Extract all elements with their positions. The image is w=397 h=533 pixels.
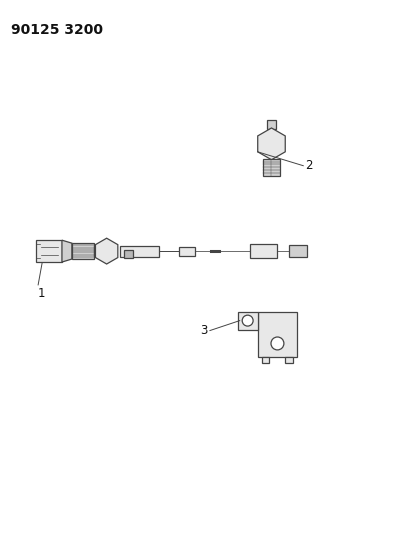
Polygon shape xyxy=(258,128,285,160)
Bar xyxy=(123,250,133,258)
Bar xyxy=(36,240,62,262)
Circle shape xyxy=(271,337,284,350)
Bar xyxy=(266,120,276,129)
Circle shape xyxy=(242,315,253,326)
Bar xyxy=(72,243,94,259)
Bar xyxy=(238,312,258,329)
Bar xyxy=(262,357,270,364)
Bar xyxy=(262,159,280,176)
Text: 2: 2 xyxy=(305,159,313,172)
Bar xyxy=(179,247,195,256)
Text: 90125 3200: 90125 3200 xyxy=(12,23,103,37)
Text: 1: 1 xyxy=(38,287,46,300)
Polygon shape xyxy=(95,238,118,264)
Bar xyxy=(250,244,278,258)
Polygon shape xyxy=(62,240,72,262)
Bar xyxy=(258,312,297,357)
Bar xyxy=(119,246,159,256)
Text: 3: 3 xyxy=(200,324,208,337)
Bar xyxy=(289,245,307,257)
Bar xyxy=(285,357,293,364)
